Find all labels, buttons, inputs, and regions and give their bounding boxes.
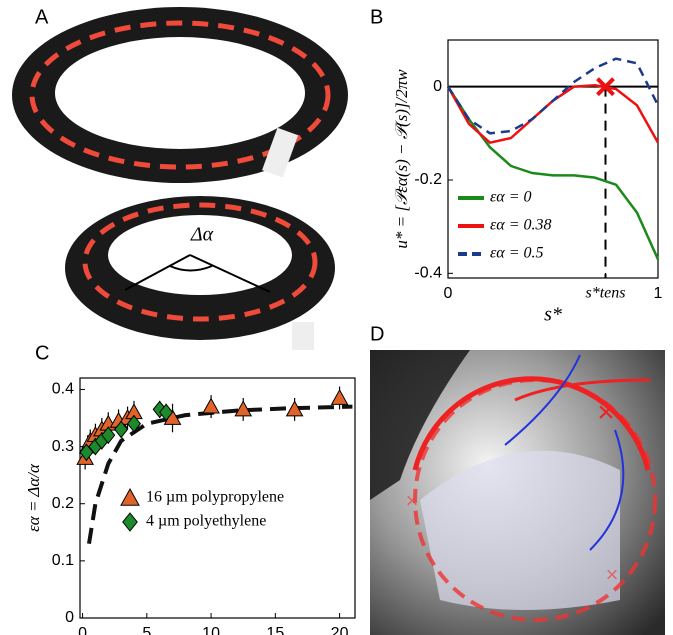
point (159, 403, 174, 422)
x-tick-label: 5 (142, 625, 151, 635)
y-tick-label: -0.4 (414, 265, 442, 282)
y-tick-label: 0.3 (52, 438, 74, 455)
y-tick-label: -0.2 (414, 171, 442, 188)
point (285, 400, 304, 417)
angle-label: Δα (190, 224, 214, 246)
y-tick-label: 0.2 (52, 495, 74, 512)
marker (596, 77, 615, 97)
series-line (446, 57, 660, 135)
x-tick-label: 15 (266, 625, 284, 635)
fit-line (87, 404, 353, 545)
legend-label: 16 µm polypropylene (146, 489, 284, 506)
photo-d: × × × (370, 350, 665, 635)
legend-label: εα = 0.5 (490, 245, 544, 262)
panel-label: C (35, 342, 49, 364)
point (234, 400, 253, 417)
y-tick-label: 0 (433, 78, 442, 95)
svg-text:×: × (597, 396, 615, 429)
panel-label: D (370, 323, 384, 345)
y-axis-label: u* = [𝒫εα(s) − 𝒫(s)]/2πw (392, 69, 411, 249)
y-tick-label: 0.1 (52, 552, 74, 569)
x-tick-label: 0 (444, 285, 453, 302)
legend-swatch (122, 512, 138, 532)
point (126, 414, 142, 433)
x-tick-label: s*tens (586, 285, 626, 302)
panel-label: A (35, 6, 49, 28)
series-line (446, 84, 660, 144)
x-tick-label: 10 (202, 625, 220, 635)
plot-frame (79, 377, 356, 619)
y-tick-label: 0.4 (52, 381, 74, 398)
x-tick-label: 1 (654, 285, 663, 302)
svg-text:×: × (406, 488, 419, 513)
y-tick-label: 0 (65, 609, 74, 626)
point (202, 397, 220, 414)
x-tick-label: 0 (78, 625, 87, 635)
point (330, 388, 349, 405)
y-axis-label: εα = Δα/α (24, 463, 43, 532)
x-axis-label: s* (544, 304, 562, 326)
legend-swatch (120, 487, 140, 506)
point (79, 443, 94, 462)
series-line (446, 85, 660, 260)
panel-label: B (370, 6, 383, 28)
legend-label: εα = 0 (490, 189, 532, 206)
legend-label: 4 µm polyethylene (146, 513, 266, 530)
x-tick-label: 20 (331, 625, 349, 635)
point (114, 420, 129, 439)
photo-a: Δα (12, 7, 348, 350)
plot-frame (447, 39, 659, 279)
legend-label: εα = 0.38 (490, 217, 552, 234)
svg-text:×: × (606, 562, 619, 587)
point (101, 426, 116, 444)
